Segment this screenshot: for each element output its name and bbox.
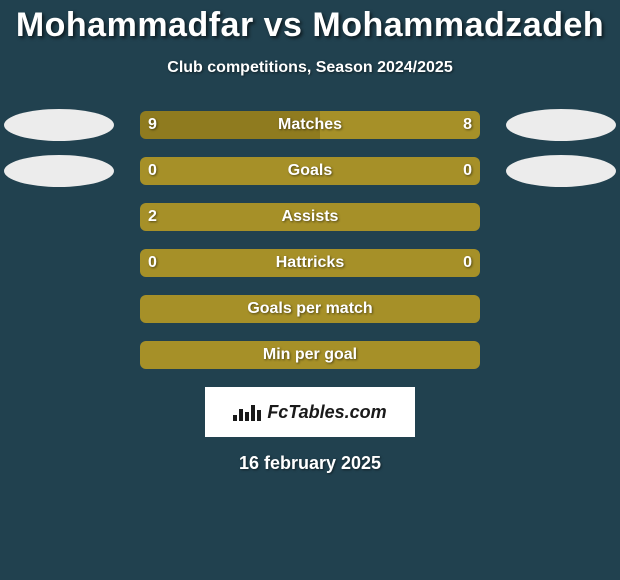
stat-bar: 9 8 Matches [140, 111, 480, 139]
stat-value-left: 0 [148, 162, 157, 180]
stat-bar: 2 Assists [140, 203, 480, 231]
stat-label: Goals [288, 162, 332, 180]
stat-value-left: 9 [148, 116, 157, 134]
stats-area: 9 8 Matches 0 0 Goals 2 Assists 0 0 Hattricks Goals… [0, 111, 620, 369]
stat-row: Goals per match [0, 295, 620, 323]
chart-icon [233, 403, 261, 421]
stat-bar: 0 0 Goals [140, 157, 480, 185]
stat-value-right: 0 [463, 254, 472, 272]
stat-row: Min per goal [0, 341, 620, 369]
bar-fill-right [320, 111, 480, 139]
infographic-container: Mohammadfar vs Mohammadzadeh Club compet… [0, 0, 620, 474]
stat-bar: Goals per match [140, 295, 480, 323]
footer-date: 16 february 2025 [0, 453, 620, 474]
player-ellipse-left [4, 155, 114, 187]
stat-value-right: 0 [463, 162, 472, 180]
bar-fill-left [140, 157, 310, 185]
player-ellipse-right [506, 155, 616, 187]
stat-label: Hattricks [276, 254, 344, 272]
stat-value-right: 8 [463, 116, 472, 134]
player-ellipse-right [506, 109, 616, 141]
stat-bar: Min per goal [140, 341, 480, 369]
stat-label: Goals per match [247, 300, 372, 318]
bar-fill-right [310, 157, 480, 185]
stat-row: 0 0 Goals [0, 157, 620, 185]
stat-row: 9 8 Matches [0, 111, 620, 139]
stat-value-left: 2 [148, 208, 157, 226]
stat-label: Min per goal [263, 346, 357, 364]
stat-label: Matches [278, 116, 342, 134]
stat-row: 0 0 Hattricks [0, 249, 620, 277]
player-ellipse-left [4, 109, 114, 141]
subtitle: Club competitions, Season 2024/2025 [0, 59, 620, 77]
stat-row: 2 Assists [0, 203, 620, 231]
page-title: Mohammadfar vs Mohammadzadeh [0, 6, 620, 45]
stat-bar: 0 0 Hattricks [140, 249, 480, 277]
stat-value-left: 0 [148, 254, 157, 272]
brand-badge: FcTables.com [205, 387, 415, 437]
brand-text: FcTables.com [267, 402, 386, 423]
stat-label: Assists [282, 208, 339, 226]
